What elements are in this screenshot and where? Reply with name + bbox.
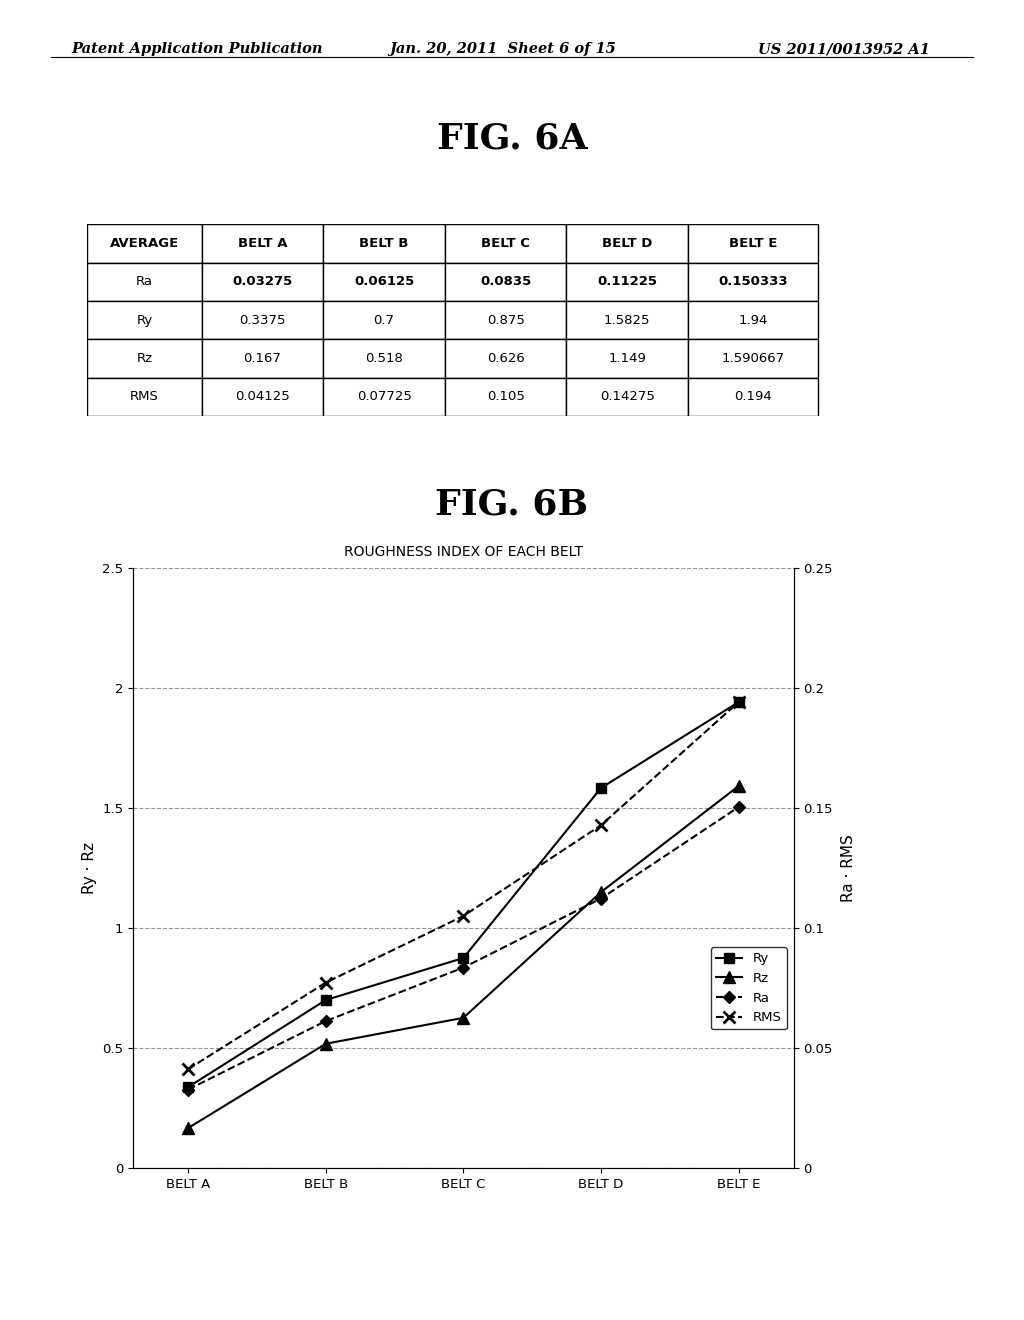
Bar bbox=[324, 378, 444, 416]
Text: 0.07725: 0.07725 bbox=[356, 391, 412, 403]
Text: BELT E: BELT E bbox=[729, 238, 777, 249]
Ry bbox=[319, 993, 332, 1008]
Rz bbox=[732, 777, 744, 793]
Text: 1.5825: 1.5825 bbox=[604, 314, 650, 326]
Text: 0.11225: 0.11225 bbox=[597, 276, 657, 288]
RMS bbox=[319, 974, 332, 990]
Ry bbox=[182, 1080, 195, 1096]
Rz bbox=[595, 884, 607, 900]
RMS bbox=[457, 908, 469, 924]
Text: BELT C: BELT C bbox=[481, 238, 530, 249]
Text: 1.94: 1.94 bbox=[738, 314, 768, 326]
Bar bbox=[324, 224, 444, 263]
Ra bbox=[182, 1081, 195, 1097]
Line: Rz: Rz bbox=[182, 780, 744, 1134]
Bar bbox=[444, 224, 566, 263]
Text: BELT A: BELT A bbox=[238, 238, 288, 249]
Text: FIG. 6A: FIG. 6A bbox=[436, 121, 588, 156]
Text: BELT B: BELT B bbox=[359, 238, 409, 249]
Bar bbox=[688, 263, 818, 301]
Bar bbox=[444, 301, 566, 339]
Text: Patent Application Publication: Patent Application Publication bbox=[72, 42, 324, 57]
Bar bbox=[202, 339, 324, 378]
Text: 0.518: 0.518 bbox=[366, 352, 403, 364]
Bar bbox=[324, 263, 444, 301]
Text: Jan. 20, 2011  Sheet 6 of 15: Jan. 20, 2011 Sheet 6 of 15 bbox=[389, 42, 615, 57]
Legend: Ry, Rz, Ra, RMS: Ry, Rz, Ra, RMS bbox=[711, 948, 787, 1030]
Bar bbox=[202, 263, 324, 301]
RMS bbox=[595, 817, 607, 833]
Bar bbox=[87, 378, 202, 416]
Ra bbox=[595, 891, 607, 907]
Ra bbox=[732, 799, 744, 814]
Text: Ry: Ry bbox=[136, 314, 153, 326]
Title: ROUGHNESS INDEX OF EACH BELT: ROUGHNESS INDEX OF EACH BELT bbox=[344, 545, 583, 560]
Text: FIG. 6B: FIG. 6B bbox=[435, 487, 589, 521]
Text: 0.150333: 0.150333 bbox=[718, 276, 787, 288]
Ry bbox=[595, 780, 607, 796]
Rz bbox=[319, 1036, 332, 1052]
Bar bbox=[444, 339, 566, 378]
Text: Ra: Ra bbox=[136, 276, 153, 288]
Bar bbox=[87, 339, 202, 378]
Bar bbox=[202, 301, 324, 339]
Text: 0.875: 0.875 bbox=[486, 314, 524, 326]
Text: US 2011/0013952 A1: US 2011/0013952 A1 bbox=[758, 42, 930, 57]
Bar bbox=[202, 224, 324, 263]
Bar bbox=[87, 301, 202, 339]
Text: 0.7: 0.7 bbox=[374, 314, 394, 326]
Bar bbox=[324, 301, 444, 339]
Rz bbox=[182, 1121, 195, 1137]
Text: 0.105: 0.105 bbox=[486, 391, 524, 403]
Bar bbox=[87, 224, 202, 263]
Text: 0.06125: 0.06125 bbox=[354, 276, 415, 288]
Bar bbox=[324, 339, 444, 378]
Text: BELT D: BELT D bbox=[602, 238, 652, 249]
Text: 1.590667: 1.590667 bbox=[721, 352, 784, 364]
Text: Rz: Rz bbox=[136, 352, 153, 364]
Text: 0.03275: 0.03275 bbox=[232, 276, 293, 288]
Rz bbox=[457, 1010, 469, 1026]
Bar bbox=[566, 263, 688, 301]
Bar bbox=[688, 224, 818, 263]
Bar bbox=[566, 378, 688, 416]
Text: RMS: RMS bbox=[130, 391, 159, 403]
Text: 0.167: 0.167 bbox=[244, 352, 282, 364]
Bar bbox=[87, 263, 202, 301]
Line: Ra: Ra bbox=[184, 803, 742, 1094]
Bar bbox=[444, 263, 566, 301]
Bar bbox=[444, 378, 566, 416]
Line: RMS: RMS bbox=[182, 697, 744, 1074]
Y-axis label: Ry · Rz: Ry · Rz bbox=[82, 842, 96, 894]
Ry bbox=[732, 694, 744, 710]
Text: 0.626: 0.626 bbox=[486, 352, 524, 364]
Ra bbox=[319, 1014, 332, 1030]
Bar bbox=[202, 378, 324, 416]
Text: 0.04125: 0.04125 bbox=[236, 391, 290, 403]
Bar bbox=[566, 224, 688, 263]
RMS bbox=[182, 1061, 195, 1077]
Ra bbox=[457, 960, 469, 975]
Text: 0.3375: 0.3375 bbox=[240, 314, 286, 326]
Text: 1.149: 1.149 bbox=[608, 352, 646, 364]
Line: Ry: Ry bbox=[183, 697, 743, 1092]
Y-axis label: Ra · RMS: Ra · RMS bbox=[841, 834, 856, 902]
Text: 0.194: 0.194 bbox=[734, 391, 772, 403]
Bar bbox=[566, 301, 688, 339]
Text: 0.14275: 0.14275 bbox=[600, 391, 654, 403]
Ry bbox=[457, 950, 469, 966]
Bar bbox=[688, 301, 818, 339]
RMS bbox=[732, 694, 744, 710]
Text: 0.0835: 0.0835 bbox=[480, 276, 531, 288]
Text: AVERAGE: AVERAGE bbox=[110, 238, 179, 249]
Bar bbox=[688, 378, 818, 416]
Bar bbox=[688, 339, 818, 378]
Bar bbox=[566, 339, 688, 378]
